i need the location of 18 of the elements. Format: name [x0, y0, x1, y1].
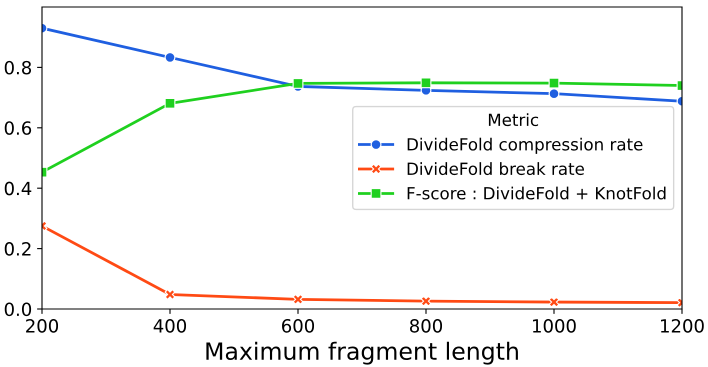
point	[292, 78, 304, 89]
y-tick-label: 0.0	[4, 302, 32, 316]
legend-label: DivideFold break rate	[408, 162, 584, 176]
y-tick-label: 0.6	[4, 121, 32, 135]
y-tick-label: 0.2	[4, 242, 30, 256]
x-tick-label: 400	[154, 319, 186, 333]
legend-title: Metric	[488, 113, 538, 126]
point	[420, 77, 432, 88]
legend-label: F-score : DivideFold + KnotFold	[408, 186, 666, 200]
x-axis-title: Maximum fragment length	[206, 342, 518, 365]
x-tick-label: 800	[410, 319, 442, 333]
x-tick-label: 200	[26, 319, 58, 333]
x-tick-label: 1200	[661, 319, 704, 333]
x-tick-label: 600	[282, 319, 314, 333]
x-tick-label: 1000	[533, 319, 576, 333]
y-tick-label: 0.8	[4, 60, 32, 75]
legend-label: DivideFold compression rate	[408, 138, 642, 154]
y-tick-label: 0.4	[4, 182, 32, 196]
